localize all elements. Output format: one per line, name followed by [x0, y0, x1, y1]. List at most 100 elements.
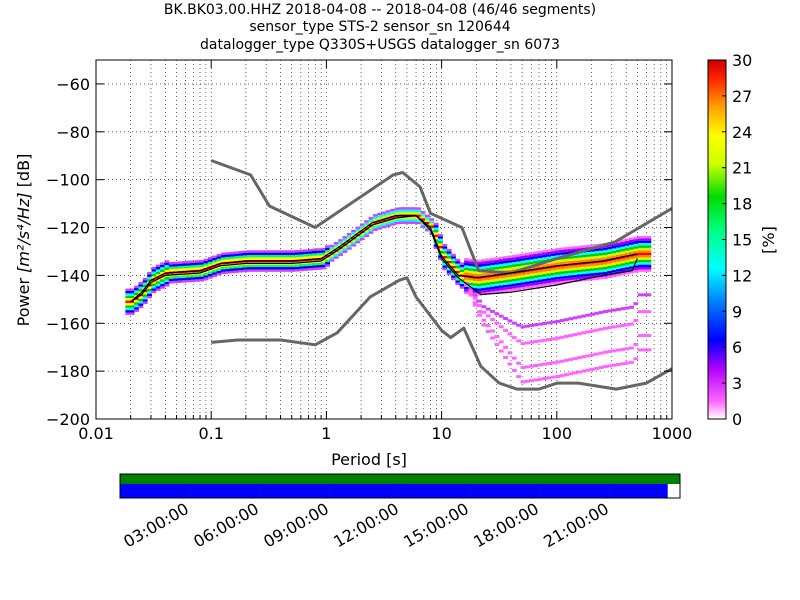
histogram-cell — [364, 234, 370, 237]
histogram-cell — [598, 255, 604, 258]
histogram-cell — [216, 256, 222, 259]
histogram-cell — [216, 265, 222, 269]
histogram-cell — [233, 268, 239, 271]
histogram-cell — [629, 259, 634, 262]
histogram-cell — [320, 250, 326, 253]
histogram-cell — [533, 251, 539, 254]
histogram-cell — [646, 247, 652, 251]
histogram-cell — [568, 249, 574, 252]
histogram-cell — [442, 248, 448, 252]
histogram-cell — [359, 225, 365, 229]
histogram-cell — [529, 256, 535, 260]
y-tick-label: −160 — [46, 314, 90, 333]
histogram-cell — [485, 289, 491, 293]
histogram-cell — [147, 288, 152, 292]
histogram-cell — [520, 255, 526, 259]
histogram-cell — [129, 298, 135, 301]
histogram-cell — [438, 248, 443, 251]
histogram-cell — [411, 216, 417, 220]
histogram-cell — [568, 280, 574, 283]
histogram-cell — [520, 258, 526, 261]
histogram-cell — [329, 252, 335, 255]
histogram-cell — [642, 264, 647, 268]
histogram-cell — [203, 263, 209, 266]
histogram-cell — [589, 253, 595, 257]
histogram-cell — [516, 273, 522, 276]
histogram-cell — [516, 375, 522, 379]
histogram-cell — [485, 265, 491, 269]
histogram-cell — [642, 252, 647, 256]
histogram-cell — [516, 282, 522, 286]
histogram-cell — [537, 322, 543, 326]
histogram-cell — [524, 262, 530, 265]
histogram-cell — [620, 307, 626, 311]
histogram-cell — [277, 250, 283, 253]
histogram-cell — [607, 249, 613, 252]
histogram-cell — [477, 303, 482, 307]
histogram-cell — [550, 267, 556, 271]
histogram-cell — [594, 243, 600, 247]
histogram-cell — [381, 223, 387, 226]
histogram-cell — [503, 275, 509, 278]
histogram-cell — [307, 256, 313, 259]
histogram-cell — [629, 251, 634, 255]
histogram-cell — [468, 261, 474, 264]
histogram-cell — [594, 311, 600, 315]
histogram-cell — [286, 267, 291, 270]
histogram-cell — [507, 274, 513, 278]
histogram-cell — [533, 265, 539, 269]
histogram-cell — [303, 249, 309, 252]
histogram-cell — [385, 224, 391, 227]
histogram-cell — [142, 282, 148, 285]
histogram-cell — [559, 259, 565, 262]
histogram-cell — [533, 340, 539, 344]
histogram-cell — [307, 263, 313, 266]
histogram-cell — [533, 270, 539, 274]
histogram-cell — [246, 267, 252, 270]
histogram-cell — [529, 259, 535, 262]
histogram-cell — [147, 293, 152, 297]
histogram-cell — [585, 244, 591, 248]
histogram-cell — [203, 258, 209, 261]
histogram-cell — [329, 259, 335, 262]
histogram-cell — [485, 277, 491, 281]
histogram-cell — [246, 269, 252, 272]
histogram-cell — [477, 281, 482, 284]
histogram-cell — [142, 299, 148, 302]
histogram-cell — [563, 373, 569, 377]
histogram-cell — [125, 300, 131, 303]
histogram-cell — [233, 265, 239, 269]
histogram-cell — [333, 249, 339, 252]
histogram-cell — [385, 214, 391, 218]
histogram-cell — [624, 245, 630, 249]
histogram-cell — [589, 312, 595, 316]
histogram-cell — [420, 211, 426, 214]
histogram-cell — [225, 254, 231, 257]
x-tick-label: 100 — [542, 424, 573, 443]
histogram-cell — [603, 276, 608, 279]
histogram-cell — [524, 272, 530, 275]
histogram-cell — [490, 257, 495, 261]
histogram-cell — [603, 269, 608, 272]
histogram-cell — [372, 223, 378, 227]
histogram-cell — [125, 295, 131, 299]
histogram-cell — [177, 263, 183, 267]
histogram-cell — [537, 272, 543, 275]
histogram-cell — [524, 324, 530, 328]
histogram-cell — [429, 220, 435, 224]
histogram-cell — [264, 255, 270, 258]
histogram-cell — [555, 248, 561, 251]
histogram-cell — [520, 275, 526, 278]
histogram-cell — [589, 270, 595, 274]
histogram-cell — [477, 288, 482, 291]
histogram-cell — [498, 340, 504, 344]
histogram-cell — [277, 264, 283, 268]
histogram-cell — [446, 258, 452, 261]
histogram-cell — [464, 265, 469, 268]
histogram-cell — [511, 274, 517, 277]
histogram-cell — [303, 263, 309, 267]
histogram-cell — [520, 272, 526, 276]
histogram-cell — [329, 256, 335, 260]
histogram-cell — [529, 271, 535, 274]
histogram-cell — [199, 274, 205, 277]
